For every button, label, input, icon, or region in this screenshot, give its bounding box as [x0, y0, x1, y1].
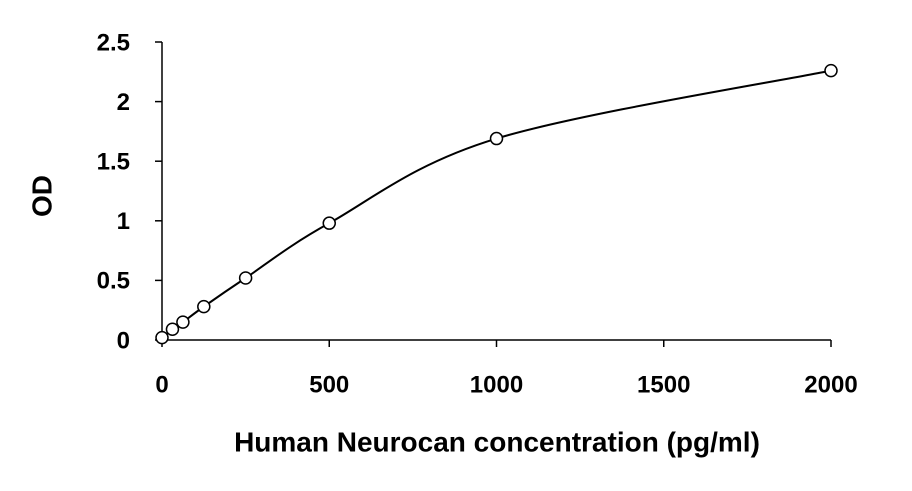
y-tick-label: 2.5: [97, 29, 130, 56]
x-tick-label: 1000: [470, 371, 523, 398]
data-point: [824, 63, 838, 78]
fit-line: [161, 69, 832, 339]
y-tick-label: 0.5: [97, 268, 130, 295]
y-tick-label: 2: [117, 89, 130, 116]
x-tick-label: 500: [309, 371, 349, 398]
y-tick-label: 1: [117, 208, 130, 235]
x-tick-label: 1500: [637, 371, 690, 398]
data-point: [197, 299, 211, 314]
y-tick-label: 1.5: [97, 149, 130, 176]
x-axis-title: Human Neurocan concentration (pg/ml): [234, 426, 760, 457]
y-axis-title: OD: [26, 175, 57, 217]
x-tick-label: 2000: [804, 371, 857, 398]
y-tick-label: 0: [117, 327, 130, 354]
data-point: [322, 216, 336, 230]
data-point: [238, 271, 253, 285]
data-point: [155, 330, 169, 345]
data-point: [489, 131, 504, 146]
data-point: [165, 322, 180, 337]
x-tick-label: 0: [155, 371, 168, 398]
data-point: [176, 315, 190, 329]
